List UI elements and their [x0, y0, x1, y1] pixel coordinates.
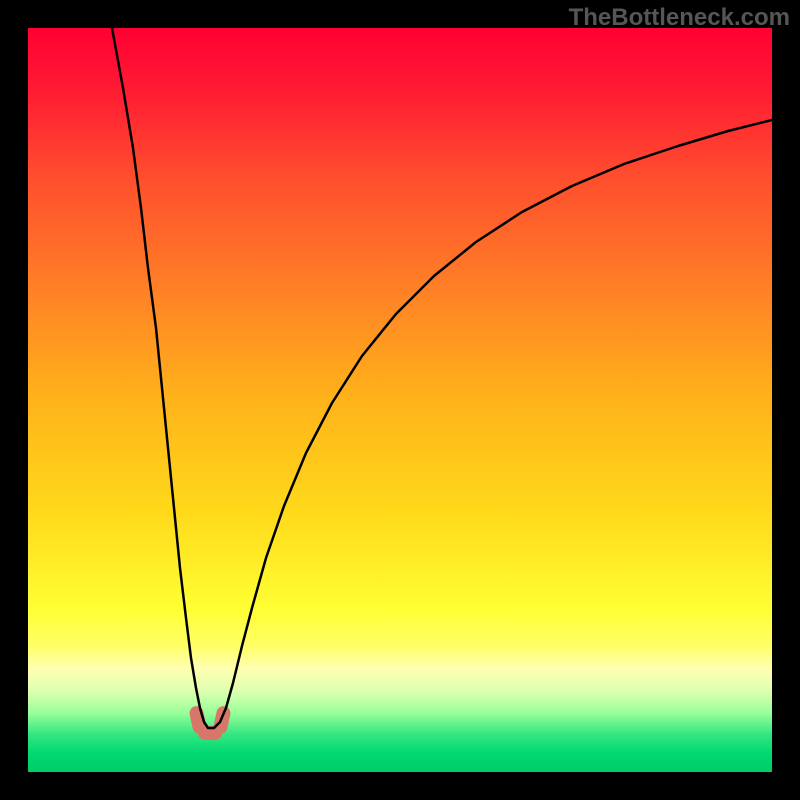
frame-right: [772, 0, 800, 800]
curve-svg: [28, 28, 772, 772]
frame-left: [0, 0, 28, 800]
watermark-text: TheBottleneck.com: [569, 4, 790, 32]
chart-canvas: TheBottleneck.com: [0, 0, 800, 800]
bottleneck-curve: [112, 28, 772, 728]
plot-area: [28, 28, 772, 772]
frame-bottom: [0, 772, 800, 800]
